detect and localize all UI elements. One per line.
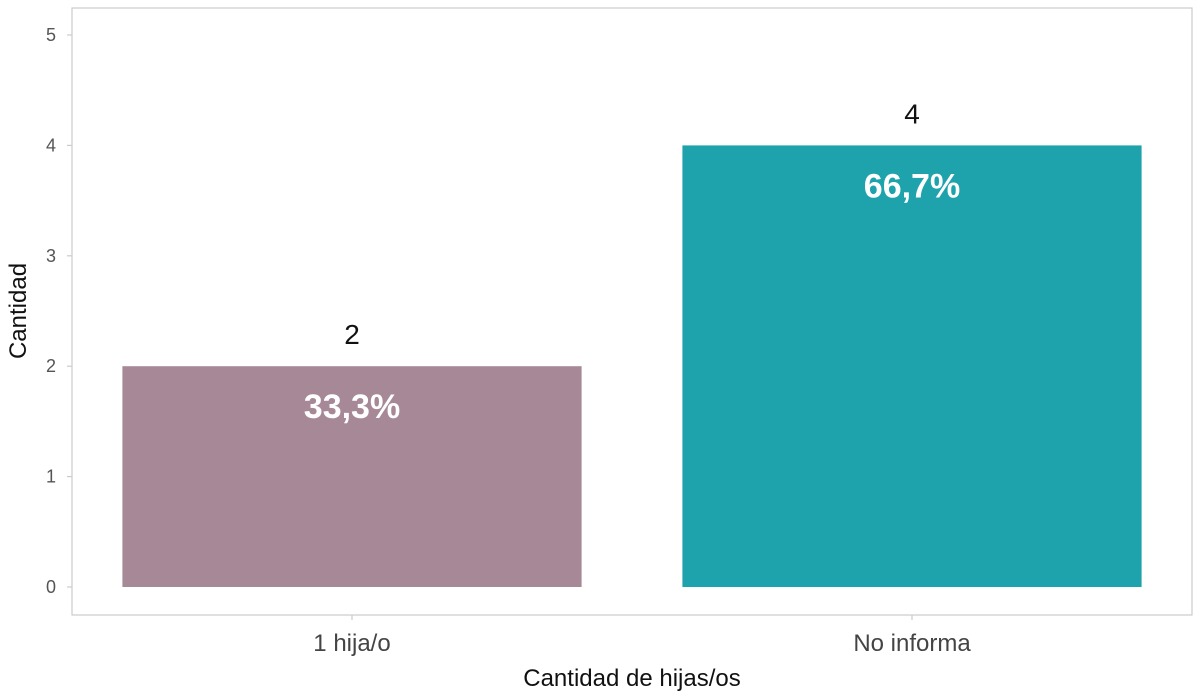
x-tick-label: No informa — [853, 630, 971, 657]
bar — [682, 145, 1142, 587]
y-tick-label: 1 — [46, 467, 56, 487]
bars: 2 33,3% 4 66,7% — [122, 98, 1142, 587]
y-axis: 0 1 2 3 4 5 — [46, 25, 72, 597]
bar — [122, 366, 582, 587]
x-axis-title: Cantidad de hijas/os — [523, 665, 740, 692]
y-tick-label: 5 — [46, 25, 56, 45]
x-axis: 1 hija/o No informa — [313, 615, 971, 657]
bar-value-label: 4 — [904, 98, 920, 129]
y-tick-label: 2 — [46, 356, 56, 376]
y-tick-label: 4 — [46, 135, 56, 155]
y-tick-label: 3 — [46, 246, 56, 266]
bar-percent-label: 33,3% — [304, 388, 400, 426]
bar-percent-label: 66,7% — [864, 167, 960, 205]
x-tick-label: 1 hija/o — [313, 630, 390, 657]
y-axis-title: Cantidad — [5, 263, 32, 359]
bar-value-label: 2 — [344, 319, 360, 350]
y-tick-label: 0 — [46, 577, 56, 597]
